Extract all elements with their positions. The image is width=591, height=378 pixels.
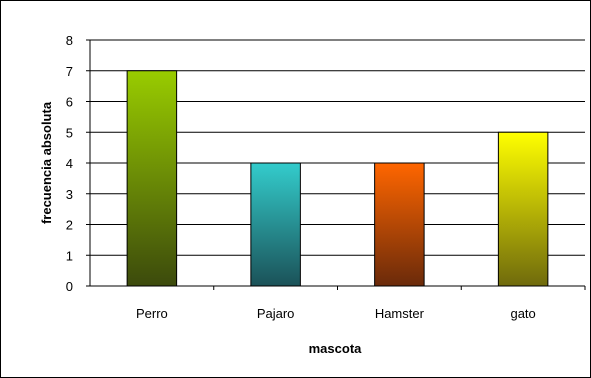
y-tick-label: 1 — [66, 248, 73, 263]
x-axis-title: mascota — [309, 341, 363, 356]
bars — [126, 70, 549, 287]
x-tick-label: Perro — [136, 306, 168, 321]
y-tick-label: 3 — [66, 187, 73, 202]
y-tick-label: 4 — [66, 156, 73, 171]
y-tick-label: 6 — [66, 95, 73, 110]
x-tick-label: Hamster — [375, 306, 425, 321]
y-tick-label: 0 — [66, 279, 73, 294]
x-tick-label: gato — [510, 306, 535, 321]
y-tick-labels: 0 1 2 3 4 5 6 7 8 — [66, 33, 73, 294]
x-tick-label: Pajaro — [257, 306, 295, 321]
y-tick-label: 5 — [66, 125, 73, 140]
y-tick-label: 8 — [66, 33, 73, 48]
axes — [86, 39, 586, 290]
x-tick-labels: Perro Pajaro Hamster gato — [136, 306, 536, 321]
bar-pajaro — [250, 162, 301, 287]
y-axis-title: frecuencia absoluta — [39, 101, 54, 224]
bar-perro — [126, 70, 178, 287]
bar-gato — [497, 131, 549, 287]
bar-hamster — [374, 162, 425, 287]
y-tick-label: 2 — [66, 218, 73, 233]
y-tick-label: 7 — [66, 64, 73, 79]
